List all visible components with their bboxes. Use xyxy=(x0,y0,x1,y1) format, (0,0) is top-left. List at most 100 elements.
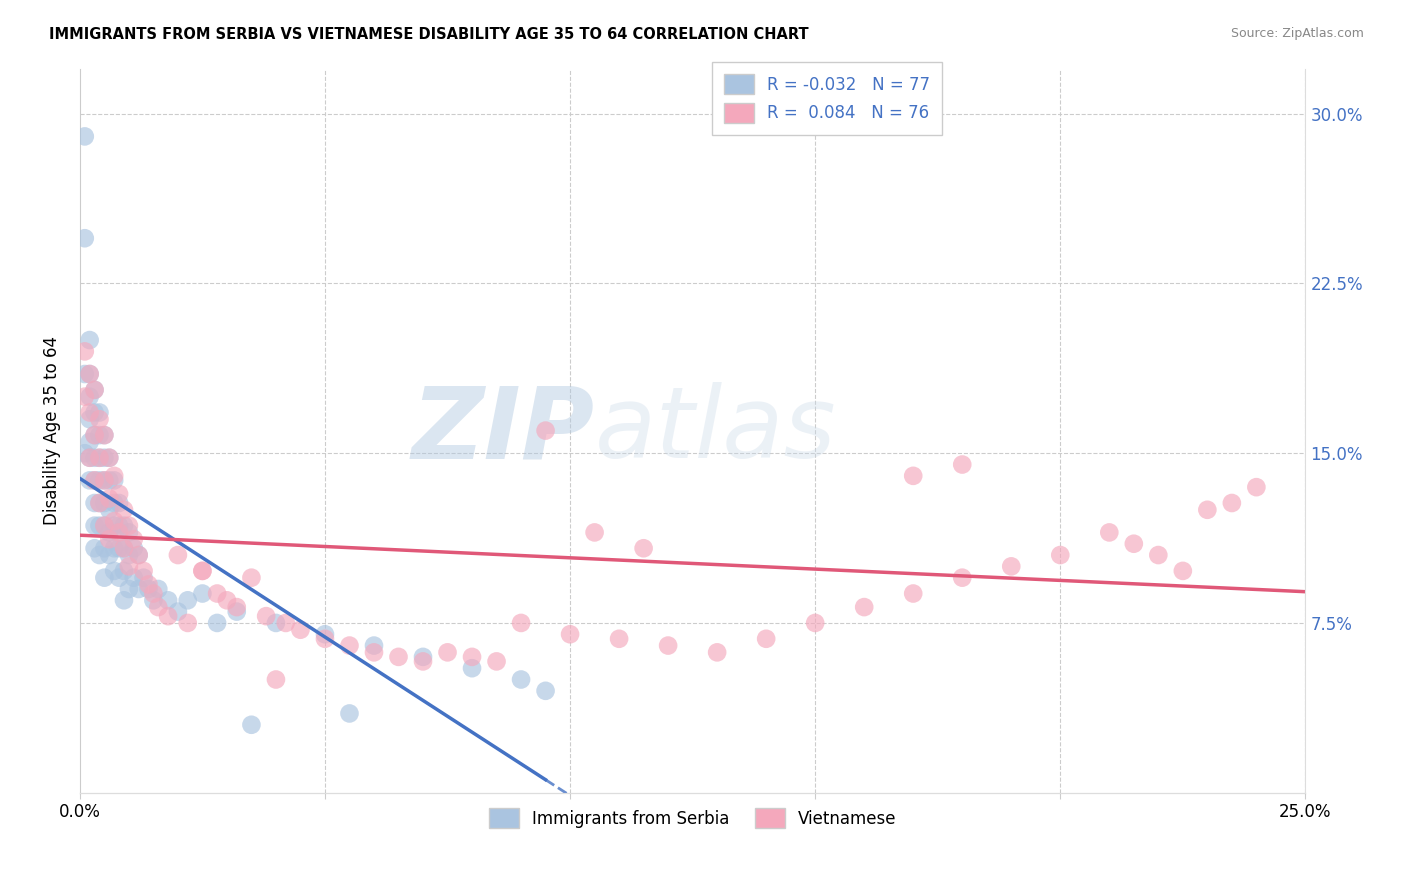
Point xyxy=(177,593,200,607)
Point xyxy=(98,548,121,562)
Point xyxy=(98,450,121,465)
Point xyxy=(108,541,131,556)
Point xyxy=(436,645,458,659)
Point xyxy=(1197,503,1219,517)
Point xyxy=(93,518,115,533)
Point xyxy=(93,428,115,442)
Point xyxy=(205,615,228,630)
Point xyxy=(122,541,145,556)
Point xyxy=(191,586,214,600)
Point xyxy=(387,649,409,664)
Point xyxy=(274,615,297,630)
Point xyxy=(314,627,336,641)
Point xyxy=(118,548,141,562)
Y-axis label: Disability Age 35 to 64: Disability Age 35 to 64 xyxy=(44,336,60,525)
Point xyxy=(706,645,728,659)
Point xyxy=(93,496,115,510)
Point xyxy=(157,593,180,607)
Point xyxy=(128,582,150,596)
Point xyxy=(93,541,115,556)
Point xyxy=(79,367,101,381)
Point xyxy=(89,450,111,465)
Point xyxy=(98,474,121,488)
Point xyxy=(510,673,533,687)
Point xyxy=(73,367,96,381)
Point xyxy=(177,615,200,630)
Point xyxy=(950,458,973,472)
Point xyxy=(485,654,508,668)
Point xyxy=(83,474,105,488)
Point xyxy=(79,367,101,381)
Point xyxy=(128,548,150,562)
Point xyxy=(83,541,105,556)
Text: atlas: atlas xyxy=(595,382,837,479)
Point xyxy=(83,428,105,442)
Point xyxy=(89,450,111,465)
Point xyxy=(1000,559,1022,574)
Point xyxy=(79,412,101,426)
Point xyxy=(93,518,115,533)
Point xyxy=(98,491,121,506)
Point xyxy=(83,405,105,419)
Point xyxy=(98,532,121,546)
Point xyxy=(103,564,125,578)
Point xyxy=(108,525,131,540)
Point xyxy=(264,615,287,630)
Point xyxy=(89,474,111,488)
Point xyxy=(607,632,630,646)
Point xyxy=(142,586,165,600)
Point xyxy=(83,383,105,397)
Point xyxy=(804,615,827,630)
Point xyxy=(83,450,105,465)
Point xyxy=(108,518,131,533)
Point xyxy=(1098,525,1121,540)
Point xyxy=(93,428,115,442)
Point xyxy=(89,412,111,426)
Point xyxy=(240,718,263,732)
Point xyxy=(339,706,361,721)
Point xyxy=(89,405,111,419)
Point xyxy=(903,468,925,483)
Point xyxy=(89,548,111,562)
Point xyxy=(103,496,125,510)
Point xyxy=(89,496,111,510)
Point xyxy=(83,383,105,397)
Point xyxy=(98,525,121,540)
Point xyxy=(98,503,121,517)
Legend: Immigrants from Serbia, Vietnamese: Immigrants from Serbia, Vietnamese xyxy=(482,801,903,835)
Point xyxy=(73,231,96,245)
Point xyxy=(254,609,277,624)
Point xyxy=(79,333,101,347)
Point xyxy=(112,541,135,556)
Point xyxy=(191,564,214,578)
Point xyxy=(191,564,214,578)
Point xyxy=(93,474,115,488)
Point xyxy=(142,593,165,607)
Point xyxy=(1049,548,1071,562)
Point xyxy=(128,548,150,562)
Point xyxy=(83,474,105,488)
Point xyxy=(240,571,263,585)
Point xyxy=(461,661,484,675)
Point xyxy=(148,600,170,615)
Point xyxy=(73,390,96,404)
Point xyxy=(853,600,876,615)
Point xyxy=(657,639,679,653)
Point xyxy=(73,446,96,460)
Point xyxy=(103,541,125,556)
Point xyxy=(1246,480,1268,494)
Point xyxy=(89,496,111,510)
Point xyxy=(108,571,131,585)
Text: ZIP: ZIP xyxy=(412,382,595,479)
Point xyxy=(73,344,96,359)
Text: Source: ZipAtlas.com: Source: ZipAtlas.com xyxy=(1230,27,1364,40)
Point xyxy=(112,503,135,517)
Point xyxy=(118,559,141,574)
Point xyxy=(79,474,101,488)
Point xyxy=(83,428,105,442)
Point xyxy=(225,600,247,615)
Point xyxy=(314,632,336,646)
Point xyxy=(755,632,778,646)
Point xyxy=(633,541,655,556)
Point xyxy=(363,639,385,653)
